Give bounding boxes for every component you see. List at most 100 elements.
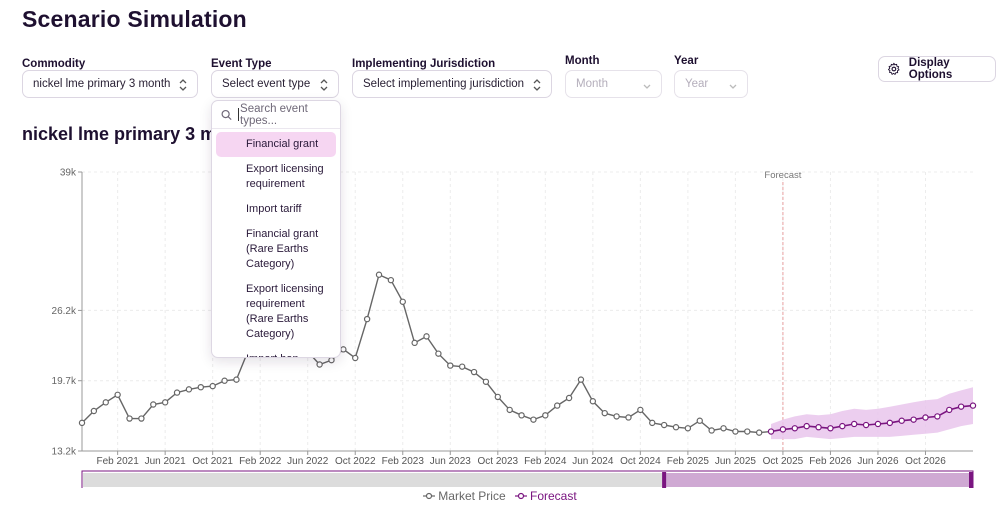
market-price-point: [138, 415, 145, 422]
gear-icon: [888, 62, 900, 75]
market-price-point: [90, 407, 98, 415]
market-price-point: [233, 376, 240, 383]
forecast-marker-label: Forecast: [764, 170, 801, 181]
event-type-option[interactable]: Financial grant (Rare Earths Category): [216, 222, 336, 277]
forecast-point: [969, 402, 977, 409]
market-price-point: [518, 412, 525, 419]
y-tick-label: 26.2k: [52, 306, 77, 317]
market-price-point: [506, 406, 513, 414]
event-type-search[interactable]: Search event types...: [212, 101, 340, 129]
x-tick-label: Oct 2025: [763, 456, 804, 467]
forecast-point: [827, 425, 834, 432]
jurisdiction-placeholder: Select implementing jurisdiction: [363, 78, 525, 90]
market-price-point: [316, 361, 323, 368]
y-tick-label: 13.2k: [52, 447, 77, 458]
market-price-point: [173, 389, 181, 396]
market-price-point: [150, 401, 157, 408]
market-price-point: [411, 339, 418, 347]
event-type-placeholder: Select event type: [222, 78, 311, 90]
option-label-line: (Rare Earths: [246, 243, 309, 255]
range-slider-handle[interactable]: [662, 472, 667, 488]
chevron-down-icon: [729, 84, 737, 89]
month-select[interactable]: Month: [565, 70, 662, 98]
option-label-line: Financial grant: [246, 138, 319, 150]
month-label: Month: [565, 55, 600, 67]
event-type-option[interactable]: Export licensing requirement (Rare Earths C…: [216, 277, 336, 347]
market-price-point: [387, 276, 395, 284]
market-price-point: [126, 415, 133, 422]
market-price-point: [744, 428, 751, 435]
market-price-point: [209, 382, 216, 390]
forecast-point: [946, 406, 953, 414]
option-label-line: requirement: [246, 298, 305, 310]
event-type-select[interactable]: Select event type: [211, 70, 339, 98]
x-tick-label: Feb 2023: [382, 456, 425, 467]
x-tick-label: Oct 2021: [192, 456, 233, 467]
year-select[interactable]: Year: [674, 70, 748, 98]
market-price-point: [102, 399, 109, 406]
commodity-value: nickel lme primary 3 month: [33, 78, 171, 90]
x-tick-label: Feb 2025: [667, 456, 710, 467]
market-price-point: [458, 363, 466, 370]
x-tick-label: Feb 2021: [97, 456, 140, 467]
page-title: Scenario Simulation: [22, 6, 247, 32]
market-price-point: [375, 271, 383, 278]
forecast-point: [803, 422, 810, 430]
forecast-point: [779, 426, 787, 433]
jurisdiction-select[interactable]: Select implementing jurisdiction: [352, 70, 552, 98]
x-tick-label: Oct 2022: [335, 456, 376, 467]
market-price-point: [625, 414, 632, 421]
chevron-down-icon: [643, 84, 651, 89]
market-price-point: [589, 398, 597, 405]
market-price-point: [720, 425, 727, 432]
forecast-point: [874, 420, 882, 428]
market-price-point: [637, 406, 644, 414]
display-options-button[interactable]: Display Options: [878, 56, 996, 82]
year-placeholder: Year: [685, 78, 709, 90]
market-price-point: [328, 356, 335, 364]
x-tick-label: Oct 2024: [620, 456, 661, 467]
market-price-point: [684, 425, 692, 432]
market-price-point: [221, 377, 228, 384]
option-label-line: Import tariff: [246, 203, 302, 215]
forecast-point: [934, 413, 941, 420]
option-label-line: (Rare Earths: [246, 313, 309, 325]
forecast-point: [815, 424, 822, 431]
market-price-point: [197, 383, 204, 391]
market-price-point: [114, 391, 121, 398]
forecast-point: [957, 403, 965, 410]
legend-label: Market Price: [438, 489, 506, 503]
market-price-point: [554, 402, 561, 409]
event-type-option[interactable]: Import tariff: [216, 197, 336, 222]
legend-item-market-price[interactable]: Market Price: [423, 489, 506, 503]
x-tick-label: Jun 2021: [145, 456, 187, 467]
market-price-point: [696, 417, 703, 424]
forecast-point: [910, 416, 917, 423]
market-price-point: [352, 354, 359, 362]
y-tick-label: 19.7k: [52, 376, 77, 387]
event-type-label: Event Type: [211, 58, 272, 70]
forecast-point: [886, 419, 894, 427]
event-type-dropdown: Search event types... Financial grant Exp…: [211, 100, 341, 358]
market-price-point: [423, 333, 430, 340]
range-slider-selection: [665, 473, 972, 487]
event-type-options: Financial grant Export licensing requireme…: [212, 129, 340, 357]
legend-label: Forecast: [530, 489, 577, 503]
year-label: Year: [674, 55, 699, 67]
market-price-point: [340, 346, 347, 353]
x-tick-label: Feb 2026: [809, 456, 852, 467]
x-tick-label: Jun 2025: [715, 456, 757, 467]
market-price-point: [447, 362, 454, 369]
forecast-point: [839, 422, 846, 430]
commodity-select[interactable]: nickel lme primary 3 month: [22, 70, 198, 98]
chart-title: nickel lme primary 3 month: [22, 124, 256, 144]
option-label-line: Category): [246, 328, 295, 340]
market-price-point: [78, 419, 86, 427]
legend-item-forecast[interactable]: Forecast: [515, 489, 577, 503]
range-slider-handle[interactable]: [969, 472, 973, 488]
event-type-option[interactable]: Export licensing requirement: [216, 157, 336, 197]
range-slider-history: [83, 473, 664, 487]
option-label-line: Financial grant: [246, 228, 319, 240]
event-type-option[interactable]: Financial grant: [216, 132, 336, 157]
